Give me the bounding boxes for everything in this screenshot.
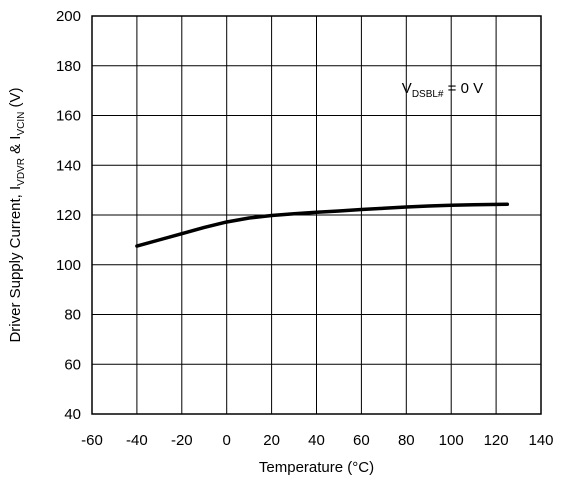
y-axis-label: Driver Supply Current, IVDVR & IVCIN (V) [7, 87, 27, 342]
grid [91, 15, 542, 415]
x-tick-label: -20 [171, 432, 193, 449]
x-tick-label: 60 [353, 432, 370, 449]
x-tick-label: 100 [439, 432, 464, 449]
y-tick-labels: 40 60 80 100 120 140 160 180 200 [56, 8, 81, 423]
x-tick-labels: -60 -40 -20 0 20 40 60 80 100 120 140 [81, 432, 553, 449]
y-tick-label: 140 [56, 157, 81, 174]
annotation-sub: DSBL# [412, 89, 444, 100]
y-tick-label: 60 [64, 356, 81, 373]
plot-frame [91, 15, 542, 415]
x-axis-label: Temperature (°C) [259, 459, 374, 476]
x-tick-label: 140 [528, 432, 553, 449]
x-tick-label: 0 [223, 432, 231, 449]
y-axis-label-sub2: VCIN [16, 112, 27, 136]
annotation-main: V [402, 80, 412, 97]
y-tick-label: 40 [64, 406, 81, 423]
y-axis-label-base: Driver Supply Current, I [7, 186, 24, 343]
x-tick-label: 40 [308, 432, 325, 449]
y-tick-label: 120 [56, 207, 81, 224]
y-tick-label: 80 [64, 307, 81, 324]
y-tick-label: 180 [56, 58, 81, 75]
annotation-tail: = 0 V [444, 80, 484, 97]
x-tick-label: -40 [126, 432, 148, 449]
y-axis-label-tail: (V) [7, 87, 24, 111]
y-tick-label: 100 [56, 257, 81, 274]
x-tick-label: 80 [398, 432, 415, 449]
y-tick-label: 160 [56, 108, 81, 125]
annotation-label: VDSBL# = 0 V [402, 80, 483, 100]
y-tick-label: 200 [56, 8, 81, 25]
series [135, 202, 510, 248]
y-axis-label-sub1: VDVR [16, 158, 27, 186]
x-tick-label: -60 [81, 432, 103, 449]
x-tick-label: 20 [263, 432, 280, 449]
y-axis-label-mid: & I [7, 136, 24, 159]
x-tick-label: 120 [484, 432, 509, 449]
series-line [135, 202, 510, 248]
